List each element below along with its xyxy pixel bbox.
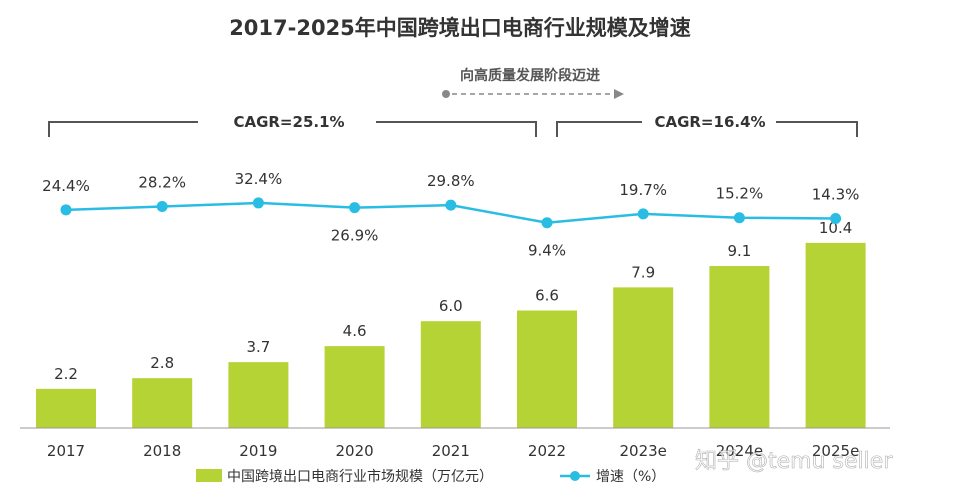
bar-value-label: 10.4	[819, 219, 852, 237]
growth-point	[541, 217, 553, 229]
growth-point	[156, 201, 168, 213]
bar-value-label: 6.6	[535, 287, 559, 305]
watermark: 知乎 @temu seller	[695, 449, 893, 474]
bar	[420, 321, 481, 428]
trend-arrow-annotation: 向高质量发展阶段迈进	[442, 67, 624, 99]
x-axis-tick-labels: 2017 2018 2019 2020 2021 2022 2023e 2024e 2025e	[47, 442, 859, 460]
bar-value-label: 6.0	[439, 297, 463, 315]
growth-value-label: 24.4%	[42, 177, 90, 195]
legend: 中国跨境出口电商行业市场规模（万亿元） 增速（%）	[196, 468, 665, 485]
bar	[228, 362, 289, 428]
bar-value-label: 2.8	[150, 354, 174, 372]
growth-point	[733, 212, 745, 224]
bar-value-label: 4.6	[343, 322, 367, 340]
bar	[805, 242, 866, 428]
bar-value-labels: 2.2 2.8 3.7 4.6 6.0 6.6 7.9 9.1 10.4	[54, 219, 852, 383]
bar	[324, 346, 385, 428]
x-tick-label: 2020	[336, 442, 374, 460]
growth-point	[60, 204, 72, 216]
x-tick-label: 2023e	[619, 442, 666, 460]
growth-value-label: 19.7%	[619, 181, 667, 199]
growth-value-label: 15.2%	[716, 185, 764, 203]
trend-arrow-start-dot	[442, 90, 450, 98]
cagr-bracket-left: CAGR=25.1%	[48, 113, 537, 137]
x-tick-label: 2018	[143, 442, 181, 460]
bar-value-label: 7.9	[631, 263, 655, 281]
growth-value-label: 29.8%	[427, 172, 475, 190]
growth-value-label: 9.4%	[528, 242, 566, 260]
trend-arrow-head	[614, 89, 624, 99]
cagr-bracket-right: CAGR=16.4%	[556, 113, 858, 137]
growth-points	[60, 197, 842, 229]
bar	[709, 266, 770, 428]
growth-point	[252, 197, 264, 209]
cagr-right-label: CAGR=16.4%	[654, 113, 765, 131]
bar-value-label: 2.2	[54, 365, 78, 383]
legend-line-label: 增速（%）	[596, 469, 665, 485]
trend-arrow-label: 向高质量发展阶段迈进	[460, 67, 600, 84]
cagr-left-label: CAGR=25.1%	[233, 113, 344, 131]
growth-point	[445, 199, 457, 211]
legend-bar-label: 中国跨境出口电商行业市场规模（万亿元）	[227, 468, 493, 485]
x-tick-label: 2024e	[716, 442, 763, 460]
bar-value-label: 3.7	[246, 338, 270, 356]
bar	[517, 310, 577, 428]
growth-value-label: 32.4%	[235, 170, 283, 188]
x-tick-label: 2019	[239, 442, 277, 460]
chart-title: 2017-2025年中国跨境出口电商行业规模及增速	[229, 16, 691, 40]
growth-point	[637, 208, 649, 220]
x-tick-label: 2021	[432, 442, 470, 460]
growth-value-label: 14.3%	[812, 186, 860, 204]
bar	[132, 378, 193, 428]
x-tick-label: 2022	[528, 442, 566, 460]
bar	[36, 388, 96, 428]
bar	[613, 287, 674, 428]
bar-series	[36, 242, 866, 428]
x-tick-label: 2025e	[812, 442, 859, 460]
growth-value-labels: 24.4% 28.2% 32.4% 26.9% 29.8% 9.4% 19.7% 15.2% 1…	[42, 170, 859, 260]
legend-bar-swatch	[196, 469, 222, 482]
growth-value-label: 28.2%	[138, 174, 186, 192]
bar-value-label: 9.1	[727, 242, 751, 260]
growth-value-label: 26.9%	[331, 227, 379, 245]
x-tick-label: 2017	[47, 442, 85, 460]
legend-line-marker	[570, 471, 580, 481]
growth-point	[349, 202, 361, 214]
growth-point	[830, 213, 842, 225]
